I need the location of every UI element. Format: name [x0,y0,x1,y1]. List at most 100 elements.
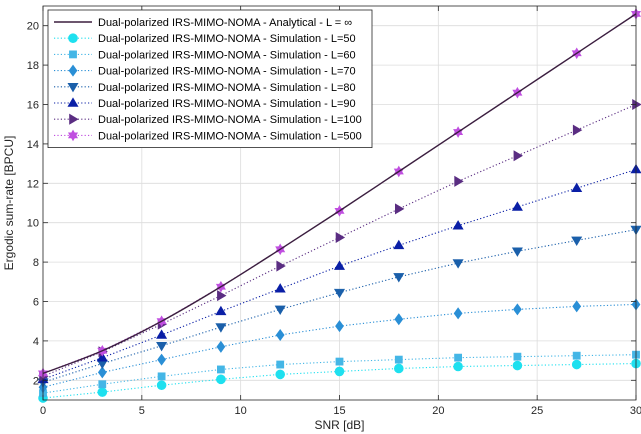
legend-entry: Dual-polarized IRS-MIMO-NOMA - Simulatio… [54,33,356,45]
series-line [42,363,637,399]
y-tick-label: 14 [27,139,39,151]
legend-label: Dual-polarized IRS-MIMO-NOMA - Simulatio… [98,33,356,45]
data-point [276,260,286,272]
y-tick-label: 8 [33,257,39,269]
data-point [334,366,345,377]
legend-entry: Dual-polarized IRS-MIMO-NOMA - Analytica… [54,17,352,29]
x-axis-label: SNR [dB] [314,418,364,432]
y-tick-label: 20 [27,21,39,33]
y-tick-label: 10 [27,218,39,230]
legend-marker [67,83,79,93]
series-layer [37,8,641,403]
data-point [454,353,462,362]
legend-entry: Dual-polarized IRS-MIMO-NOMA - Simulatio… [54,64,356,78]
y-tick-label: 6 [33,297,39,309]
legend-box [47,9,373,149]
series-3 [38,298,641,394]
data-point [335,231,346,243]
data-point [97,387,108,397]
legend-marker [68,64,78,77]
data-point [512,360,523,371]
x-tick-label: 30 [630,405,641,417]
data-point [453,307,463,320]
series-1 [38,358,641,403]
data-point [276,360,285,369]
data-point [157,353,166,366]
legend-entry: Dual-polarized IRS-MIMO-NOMA - Simulatio… [54,49,356,61]
data-point [156,380,167,391]
legend-label: Dual-polarized IRS-MIMO-NOMA - Simulatio… [98,130,362,142]
data-point [217,365,225,374]
legend-label: Dual-polarized IRS-MIMO-NOMA - Simulatio… [98,82,356,94]
data-point [333,288,346,299]
data-point [452,259,464,269]
legend-marker [67,129,79,142]
data-point [98,380,107,389]
data-point [335,320,344,333]
data-point [572,300,582,313]
data-point [215,323,227,333]
series-line [42,13,637,375]
data-point [97,366,107,379]
data-point [393,273,405,283]
data-point [156,329,168,339]
data-point [572,351,581,360]
ticks: 0 5 10 15 20 25 30 2 4 6 8 10 12 14 16 18 20 [27,6,641,417]
legend-marker [69,50,77,59]
legend-label: Dual-polarized IRS-MIMO-NOMA - Simulatio… [98,66,356,78]
x-tick-label: 25 [531,405,543,417]
data-point [511,247,523,257]
data-point [156,342,168,352]
x-tick-label: 0 [40,405,46,417]
legend-label: Dual-polarized IRS-MIMO-NOMA - Simulatio… [98,98,356,110]
x-tick-label: 10 [235,405,247,417]
x-tick-label: 15 [333,405,345,417]
legend-entry: Dual-polarized IRS-MIMO-NOMA - Simulatio… [54,97,356,110]
data-point [215,305,227,316]
data-point [216,340,226,353]
hexagram-part [67,132,79,142]
legend: Dual-polarized IRS-MIMO-NOMA - Analytica… [47,9,373,149]
data-point [513,303,522,316]
legend-entry: Dual-polarized IRS-MIMO-NOMA - Simulatio… [54,113,362,126]
legend-entry: Dual-polarized IRS-MIMO-NOMA - Simulatio… [54,82,356,94]
data-point [157,372,166,381]
data-point [571,182,583,193]
legend-label: Dual-polarized IRS-MIMO-NOMA - Analytica… [98,17,352,29]
data-point [217,290,227,302]
data-point [572,124,583,136]
data-point [394,355,403,364]
y-tick-label: 16 [27,100,39,112]
data-point [511,201,523,211]
data-point [274,283,286,293]
data-point [571,236,583,247]
y-tick-label: 18 [27,60,39,72]
data-point [453,126,464,138]
series-line [42,168,637,380]
data-point [394,203,405,215]
data-point [96,352,108,362]
legend-entry: Dual-polarized IRS-MIMO-NOMA - Simulatio… [54,129,362,142]
y-tick-label: 12 [27,178,39,190]
y-tick-label: 4 [33,336,39,348]
x-tick-label: 5 [139,405,145,417]
legend-marker [68,33,78,44]
data-point [454,175,464,187]
legend-marker [67,97,79,107]
series-4 [37,225,641,388]
data-point [513,150,523,162]
y-axis-label: Ergodic sum-rate [BPCU] [2,136,16,271]
y-tick-label: 2 [33,375,39,387]
series-0 [42,13,637,375]
data-point [335,357,344,366]
data-point [571,47,582,60]
data-point [393,239,405,250]
data-point [571,359,582,370]
data-point [275,369,286,380]
legend-label: Dual-polarized IRS-MIMO-NOMA - Simulatio… [98,114,362,126]
data-point [333,260,346,270]
data-point [394,313,404,326]
data-point [453,361,463,372]
data-point [274,305,286,315]
